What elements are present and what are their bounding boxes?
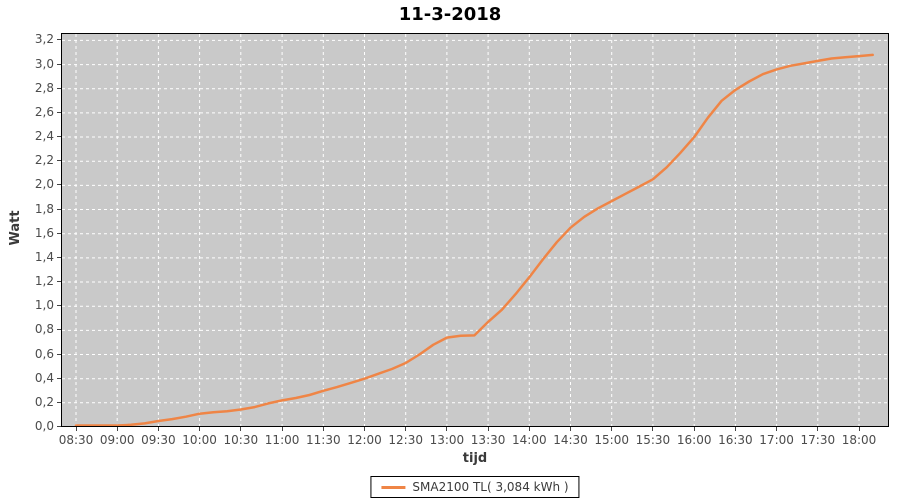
y-tick-label: 2,2 — [34, 153, 54, 168]
x-tick-label: 17:00 — [759, 433, 794, 447]
x-tick-label: 09:00 — [99, 433, 135, 447]
x-tick-mark — [199, 427, 201, 431]
x-tick-label: 15:30 — [635, 433, 671, 447]
y-tick-mark — [57, 256, 61, 258]
y-tick-mark — [57, 281, 61, 282]
x-tick-label: 10:00 — [182, 433, 217, 447]
chart-canvas — [62, 34, 888, 426]
x-tick-mark — [281, 427, 283, 431]
x-tick-mark — [652, 427, 654, 431]
x-tick-mark — [570, 427, 571, 431]
x-tick-label: 15:00 — [594, 433, 629, 447]
y-tick-mark — [57, 329, 61, 331]
x-tick-mark — [322, 427, 324, 431]
y-tick-label: 1,6 — [34, 225, 54, 240]
x-tick-mark — [157, 427, 159, 431]
y-tick-label: 1,4 — [34, 249, 54, 264]
x-tick-mark — [75, 427, 77, 431]
x-tick-label: 08:30 — [58, 433, 94, 447]
y-tick-mark — [57, 401, 61, 403]
y-tick-mark — [57, 111, 61, 113]
y-tick-mark — [57, 377, 61, 379]
y-tick-label: 0,6 — [34, 346, 54, 361]
legend-label: SMA2100 TL( 3,084 kWh ) — [412, 480, 569, 494]
y-tick-label: 0,8 — [34, 322, 54, 337]
x-tick-mark — [817, 427, 819, 431]
chart-title: 11-3-2018 — [398, 4, 502, 25]
y-tick-mark — [57, 87, 61, 89]
y-tick-mark — [57, 305, 61, 307]
x-tick-label: 16:30 — [718, 433, 753, 447]
x-tick-mark — [240, 427, 242, 431]
y-tick-label: 3,0 — [34, 56, 54, 71]
y-tick-mark — [57, 136, 61, 137]
x-tick-mark — [528, 427, 530, 431]
y-axis-title: Watt — [8, 210, 23, 246]
x-tick-mark — [858, 427, 860, 431]
x-tick-label: 11:00 — [264, 433, 300, 447]
x-tick-mark — [364, 427, 365, 431]
x-tick-label: 17:30 — [800, 433, 836, 447]
x-tick-label: 14:30 — [553, 433, 588, 447]
y-tick-label: 1,8 — [34, 201, 54, 216]
y-tick-label: 3,2 — [34, 32, 54, 47]
x-tick-label: 12:00 — [347, 433, 382, 447]
x-tick-mark — [734, 427, 736, 431]
series-line — [74, 53, 874, 426]
y-tick-mark — [57, 184, 61, 186]
x-tick-label: 11:30 — [306, 433, 341, 447]
x-tick-mark — [446, 427, 448, 431]
y-tick-label: 0,4 — [34, 370, 54, 385]
y-tick-mark — [57, 232, 61, 234]
x-axis-title: tijd — [462, 451, 488, 466]
x-tick-label: 16:00 — [676, 433, 712, 447]
y-tick-label: 1,2 — [34, 274, 54, 288]
x-tick-label: 13:00 — [429, 433, 465, 447]
x-tick-mark — [487, 427, 489, 431]
x-tick-label: 12:30 — [388, 433, 423, 447]
x-tick-mark — [693, 427, 695, 431]
x-tick-label: 13:30 — [470, 433, 506, 447]
x-tick-mark — [405, 427, 407, 431]
y-tick-mark — [57, 426, 61, 427]
y-tick-label: 0,0 — [34, 419, 54, 433]
y-tick-mark — [57, 208, 61, 210]
y-tick-mark — [57, 160, 61, 162]
y-tick-label: 2,0 — [34, 177, 54, 192]
x-tick-mark — [611, 427, 613, 431]
x-tick-label: 14:00 — [512, 433, 547, 447]
y-tick-mark — [57, 39, 61, 41]
x-tick-label: 18:00 — [841, 433, 877, 447]
x-tick-label: 10:30 — [223, 433, 259, 447]
x-tick-mark — [776, 427, 778, 431]
legend-line-swatch — [381, 485, 406, 489]
x-tick-label: 09:30 — [141, 433, 176, 447]
x-tick-mark — [116, 427, 118, 431]
legend-box: SMA2100 TL( 3,084 kWh ) — [370, 476, 580, 498]
y-tick-label: 1,0 — [34, 298, 54, 313]
y-tick-mark — [57, 63, 61, 65]
plot-area — [61, 33, 889, 427]
y-tick-label: 0,2 — [34, 394, 54, 409]
y-tick-label: 2,4 — [34, 129, 54, 143]
y-tick-label: 2,6 — [34, 104, 54, 119]
y-tick-label: 2,8 — [34, 80, 54, 95]
y-tick-mark — [57, 353, 61, 355]
